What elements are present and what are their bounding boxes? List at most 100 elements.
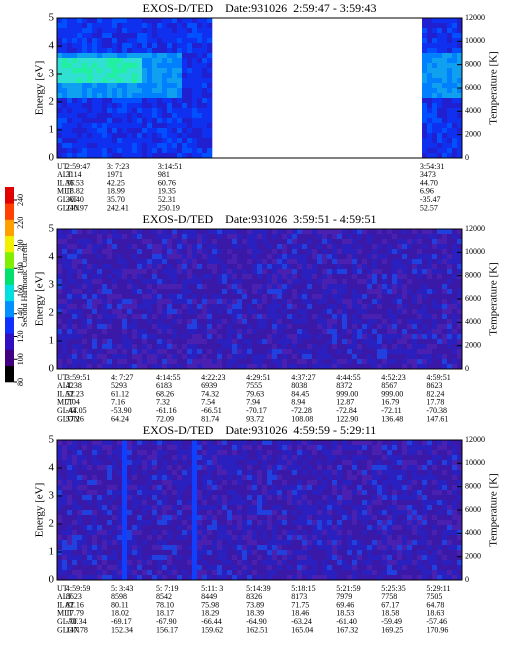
spectrogram-cell bbox=[72, 319, 78, 325]
spectrogram-cell bbox=[152, 440, 158, 446]
spectrogram-cell bbox=[437, 148, 443, 154]
spectrogram-cell bbox=[142, 359, 148, 365]
spectrogram-cell bbox=[257, 324, 263, 330]
spectrogram-cell bbox=[127, 344, 133, 350]
spectrogram-cell bbox=[72, 244, 78, 250]
spectrogram-cell bbox=[272, 264, 278, 270]
spectrogram-cell bbox=[277, 575, 283, 581]
spectrogram-cell bbox=[122, 274, 128, 280]
spectrogram-cell bbox=[227, 304, 233, 310]
spectrogram-cell bbox=[257, 339, 263, 345]
spectrogram-cell bbox=[72, 43, 78, 49]
spectrogram-cell bbox=[67, 244, 73, 250]
spectrogram-cell bbox=[112, 570, 118, 576]
spectrogram-cell bbox=[257, 490, 263, 496]
spectrogram-cell bbox=[147, 78, 153, 84]
spectrogram-cell bbox=[142, 455, 148, 461]
spectrogram-cell bbox=[82, 83, 88, 89]
spectrogram-cell bbox=[62, 284, 68, 290]
spectrogram-cell bbox=[167, 153, 173, 159]
spectrogram-cell bbox=[242, 535, 248, 541]
spectrogram-cell bbox=[372, 309, 378, 315]
spectrogram-cell bbox=[322, 239, 328, 245]
spectrogram-cell bbox=[202, 279, 208, 285]
spectrogram-cell bbox=[207, 48, 213, 54]
spectrogram-cell bbox=[82, 78, 88, 84]
spectrogram-cell bbox=[92, 319, 98, 325]
spectrogram-cell bbox=[197, 43, 203, 49]
spectrogram-cell bbox=[192, 23, 198, 29]
spectrogram-cell bbox=[312, 359, 318, 365]
spectrogram-cell bbox=[297, 495, 303, 501]
spectrogram-cell bbox=[357, 319, 363, 325]
spectrogram-cell bbox=[87, 239, 93, 245]
spectrogram-cell bbox=[267, 515, 273, 521]
spectrogram-cell bbox=[287, 229, 293, 235]
spectrogram-cell bbox=[392, 354, 398, 360]
spectrogram-cell bbox=[192, 470, 198, 476]
spectrogram-cell bbox=[152, 28, 158, 34]
spectrogram-cell bbox=[277, 515, 283, 521]
spectrogram-cell bbox=[427, 33, 433, 39]
spectrogram-cell bbox=[367, 359, 373, 365]
spectrogram-cell bbox=[207, 555, 213, 561]
spectrogram-cell bbox=[442, 53, 448, 59]
spectrogram-cell bbox=[62, 58, 68, 64]
spectrogram-cell bbox=[87, 560, 93, 566]
spectrogram-cell bbox=[147, 475, 153, 481]
spectrogram-cell bbox=[422, 138, 428, 144]
spectrogram-cell bbox=[272, 540, 278, 546]
spectrogram-cell bbox=[192, 259, 198, 265]
spectrogram-cell bbox=[202, 93, 208, 99]
spectrogram-cell bbox=[372, 279, 378, 285]
spectrogram-cell bbox=[87, 58, 93, 64]
spectrogram-cell bbox=[242, 530, 248, 536]
spectrogram-cell bbox=[292, 269, 298, 275]
spectrogram-cell bbox=[172, 118, 178, 124]
spectrogram-cell bbox=[202, 334, 208, 340]
spectrogram-cell bbox=[157, 58, 163, 64]
spectrogram-cell bbox=[437, 279, 443, 285]
spectrogram-cell bbox=[367, 314, 373, 320]
spectrogram-cell bbox=[317, 249, 323, 255]
spectrogram-cell bbox=[237, 309, 243, 315]
spectrogram-cell bbox=[202, 515, 208, 521]
spectrogram-cell bbox=[347, 294, 353, 300]
spectrogram-cell bbox=[407, 289, 413, 295]
spectrogram-cell bbox=[112, 455, 118, 461]
spectrogram-cell bbox=[327, 249, 333, 255]
spectrogram-cell bbox=[182, 339, 188, 345]
spectrogram-cell bbox=[212, 234, 218, 240]
spectrogram-cell bbox=[422, 229, 428, 235]
spectrogram-cell bbox=[242, 229, 248, 235]
spectrogram-cell bbox=[102, 520, 108, 526]
spectrogram-cell bbox=[217, 565, 223, 571]
spectrogram-cell bbox=[77, 565, 83, 571]
spectrogram-cell bbox=[427, 43, 433, 49]
spectrogram-cell bbox=[137, 133, 143, 139]
spectrogram-cell bbox=[157, 98, 163, 104]
y-tick-label: 4 bbox=[49, 40, 55, 52]
spectrogram-cell bbox=[197, 540, 203, 546]
spectrogram-cell bbox=[87, 505, 93, 511]
spectrogram-cell bbox=[162, 349, 168, 355]
spectrogram-cell bbox=[102, 289, 108, 295]
spectrogram-cell bbox=[302, 550, 308, 556]
spectrogram-cell bbox=[232, 450, 238, 456]
spectrogram-cell bbox=[387, 284, 393, 290]
spectrogram-cell bbox=[142, 269, 148, 275]
spectrogram-cell bbox=[307, 244, 313, 250]
spectrogram-cell bbox=[227, 254, 233, 260]
spectrogram-cell bbox=[442, 23, 448, 29]
spectrogram-cell bbox=[237, 555, 243, 561]
spectrogram-cell bbox=[202, 244, 208, 250]
spectrogram-cell bbox=[322, 364, 328, 370]
spectrogram-cell bbox=[157, 249, 163, 255]
spectrogram-cell bbox=[317, 440, 323, 446]
spectrogram-cell bbox=[132, 88, 138, 94]
spectrogram-cell bbox=[362, 254, 368, 260]
spectrogram-cell bbox=[132, 480, 138, 486]
spectrogram-cell bbox=[432, 23, 438, 29]
spectrogram-cell bbox=[162, 440, 168, 446]
spectrogram-cell bbox=[297, 264, 303, 270]
